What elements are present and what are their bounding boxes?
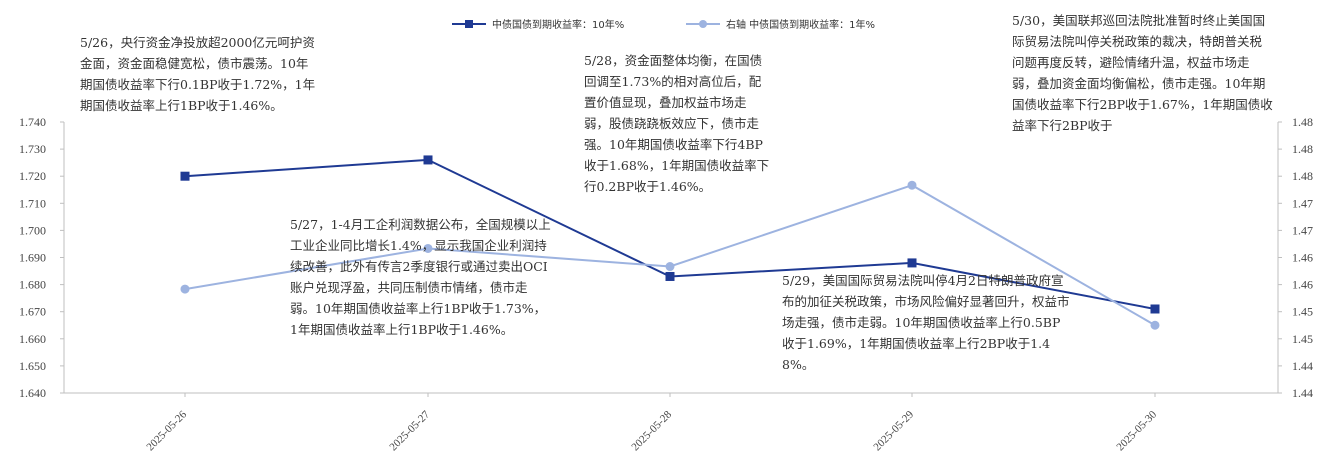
x-tick-label: 2025-05-29 — [871, 408, 916, 453]
legend-marker — [465, 20, 473, 28]
right-tick-label: 1.46 — [1292, 278, 1313, 292]
right-tick-label: 1.44 — [1292, 386, 1313, 400]
data-point — [1150, 304, 1160, 314]
data-point — [907, 258, 917, 268]
series-lines — [180, 155, 1160, 330]
legend-label-2: 右轴 中债国债到期收益率：1年% — [726, 18, 875, 31]
annotation-0529: 5/29，美国国际贸易法院叫停4月2日特朗普政府宣布的加征关税政策，市场风险偏好… — [782, 273, 1070, 372]
series-1 — [180, 155, 1160, 314]
right-tick-label: 1.47 — [1292, 196, 1313, 210]
legend: 中债国债到期收益率：10年% 右轴 中债国债到期收益率：1年% — [452, 18, 875, 31]
data-point — [180, 171, 190, 181]
right-axis-ticks: 1.44 1.44 1.45 1.45 1.46 1.46 1.47 1.47 1.48 1.48… — [1278, 115, 1313, 400]
left-axis-ticks: 1.640 1.650 1.660 1.670 1.680 1.690 1.700 1.710… — [19, 115, 64, 400]
left-tick-label: 1.670 — [19, 305, 46, 319]
data-point — [1150, 320, 1160, 330]
right-tick-label: 1.45 — [1292, 305, 1313, 319]
legend-label-1: 中债国债到期收益率：10年% — [492, 18, 624, 31]
left-tick-label: 1.700 — [19, 223, 46, 237]
data-point — [423, 155, 433, 165]
annotation-0528: 5/28，资金面整体均衡，在国债回调至1.73%的相对高位后，配置价值显现，叠加… — [584, 53, 770, 194]
x-tick-label: 2025-05-30 — [1114, 408, 1159, 453]
left-tick-label: 1.730 — [19, 142, 46, 156]
left-tick-label: 1.650 — [19, 359, 46, 373]
left-tick-label: 1.740 — [19, 115, 46, 129]
data-point — [907, 180, 917, 190]
annotation-0530: 5/30，美国联邦巡回法院批准暂时终止美国国际贸易法院叫停关税政策的裁决，特朗普… — [1012, 13, 1273, 133]
legend-marker — [699, 20, 707, 28]
right-tick-label: 1.44 — [1292, 359, 1313, 373]
annotation-0527: 5/27，1-4月工企利润数据公布，全国规模以上工业企业同比增长1.4%，显示我… — [290, 217, 551, 337]
x-tick-label: 2025-05-26 — [144, 408, 189, 453]
data-point — [665, 271, 675, 281]
left-tick-label: 1.680 — [19, 278, 46, 292]
data-point — [180, 284, 190, 294]
annotation-0526: 5/26，央行资金净投放超2000亿元呵护资金面，资金面稳健宽松，债市震荡。10… — [80, 35, 316, 113]
right-tick-label: 1.48 — [1292, 115, 1313, 129]
x-tick-label: 2025-05-27 — [387, 408, 432, 453]
right-tick-label: 1.46 — [1292, 251, 1313, 265]
series-2 — [180, 180, 1160, 330]
left-tick-label: 1.660 — [19, 332, 46, 346]
right-tick-label: 1.47 — [1292, 223, 1313, 237]
left-tick-label: 1.640 — [19, 386, 46, 400]
right-tick-label: 1.48 — [1292, 142, 1313, 156]
left-tick-label: 1.690 — [19, 251, 46, 265]
x-axis-ticks: 2025-05-26 2025-05-27 2025-05-28 2025-05-29… — [144, 393, 1159, 453]
right-tick-label: 1.48 — [1292, 169, 1313, 183]
left-tick-label: 1.720 — [19, 169, 46, 183]
data-point — [665, 262, 675, 272]
data-point — [423, 243, 433, 253]
right-tick-label: 1.45 — [1292, 332, 1313, 346]
left-tick-label: 1.710 — [19, 196, 46, 210]
x-tick-label: 2025-05-28 — [629, 408, 674, 453]
